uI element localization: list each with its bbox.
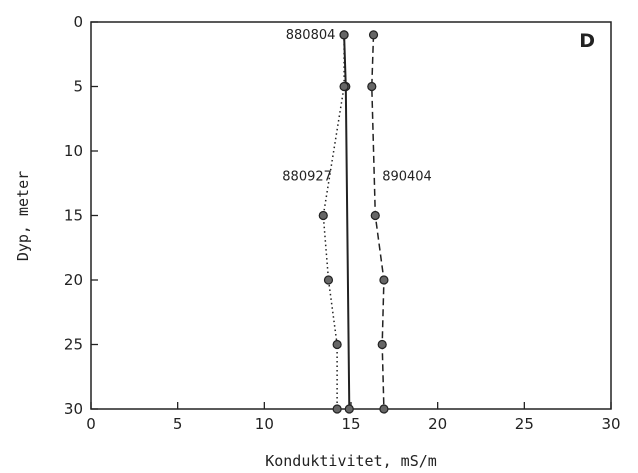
data-point [319,212,327,220]
x-tick-label: 10 [255,415,274,433]
y-tick-label: 10 [64,142,83,160]
x-tick-label: 15 [341,415,360,433]
series-label-890404: 890404 [382,170,432,185]
panel-label: D [579,30,595,52]
data-point [370,31,378,39]
x-tick-label: 25 [515,415,534,433]
y-tick-label: 25 [64,336,83,354]
series-880927 [319,31,348,413]
x-axis-title: Konduktivitet, mS/m [265,452,437,470]
annotation-layer: 880804 880927 890404 [282,28,432,185]
data-point [333,405,341,413]
series-890404 [368,31,388,413]
data-point [371,212,379,220]
data-point [340,83,348,91]
y-tick-label: 15 [64,207,83,225]
y-axis-title: Dyp, meter [14,171,32,261]
x-tick-label: 30 [601,415,620,433]
x-tick-label: 0 [86,415,96,433]
data-point [333,341,341,349]
series-label-880804: 880804 [286,28,336,43]
y-tick-label: 20 [64,271,83,289]
plot-frame [91,22,611,409]
series-layer [319,31,388,413]
x-tick-label: 20 [428,415,447,433]
series-line [372,35,384,409]
y-tick-label: 30 [64,400,83,418]
series-label-880927: 880927 [282,170,332,185]
data-point [380,405,388,413]
y-tick-label: 5 [73,78,83,96]
data-point [378,341,386,349]
data-point [324,276,332,284]
x-tick-label: 5 [173,415,183,433]
data-point [380,276,388,284]
data-point [345,405,353,413]
series-line [323,35,344,409]
data-point [368,83,376,91]
data-point [340,31,348,39]
y-tick-label: 0 [73,13,83,31]
